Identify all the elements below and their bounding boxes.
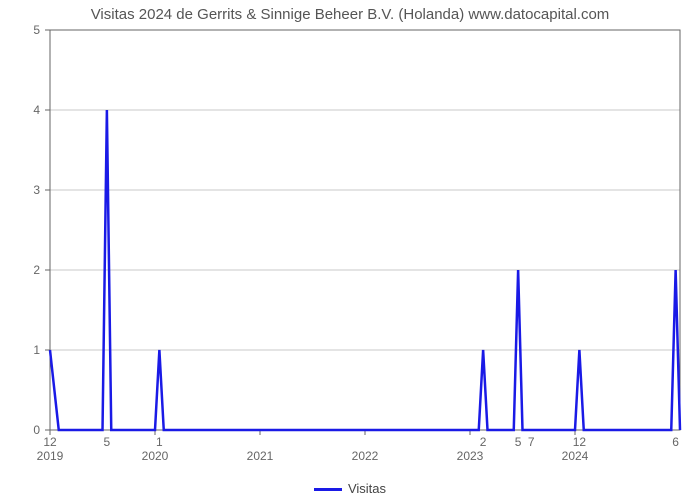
svg-text:2021: 2021 bbox=[247, 449, 274, 463]
svg-text:2020: 2020 bbox=[142, 449, 169, 463]
chart-title: Visitas 2024 de Gerrits & Sinnige Beheer… bbox=[0, 6, 700, 23]
svg-text:2: 2 bbox=[33, 263, 40, 277]
svg-text:0: 0 bbox=[33, 423, 40, 437]
svg-text:4: 4 bbox=[33, 103, 40, 117]
svg-text:5: 5 bbox=[33, 23, 40, 37]
svg-text:7: 7 bbox=[528, 435, 535, 449]
svg-text:1: 1 bbox=[33, 343, 40, 357]
chart-svg: 0123452019202020212022202320241251257126 bbox=[0, 0, 700, 470]
svg-text:3: 3 bbox=[33, 183, 40, 197]
svg-text:12: 12 bbox=[573, 435, 587, 449]
svg-text:2023: 2023 bbox=[457, 449, 484, 463]
svg-text:2: 2 bbox=[480, 435, 487, 449]
svg-text:6: 6 bbox=[672, 435, 679, 449]
legend-label: Visitas bbox=[348, 481, 386, 496]
visits-chart: Visitas 2024 de Gerrits & Sinnige Beheer… bbox=[0, 0, 700, 500]
svg-text:2024: 2024 bbox=[562, 449, 589, 463]
svg-text:12: 12 bbox=[43, 435, 57, 449]
svg-text:1: 1 bbox=[156, 435, 163, 449]
svg-text:2022: 2022 bbox=[352, 449, 379, 463]
legend: Visitas bbox=[0, 481, 700, 496]
svg-text:5: 5 bbox=[515, 435, 522, 449]
svg-text:5: 5 bbox=[104, 435, 111, 449]
svg-text:2019: 2019 bbox=[37, 449, 64, 463]
legend-swatch bbox=[314, 488, 342, 491]
